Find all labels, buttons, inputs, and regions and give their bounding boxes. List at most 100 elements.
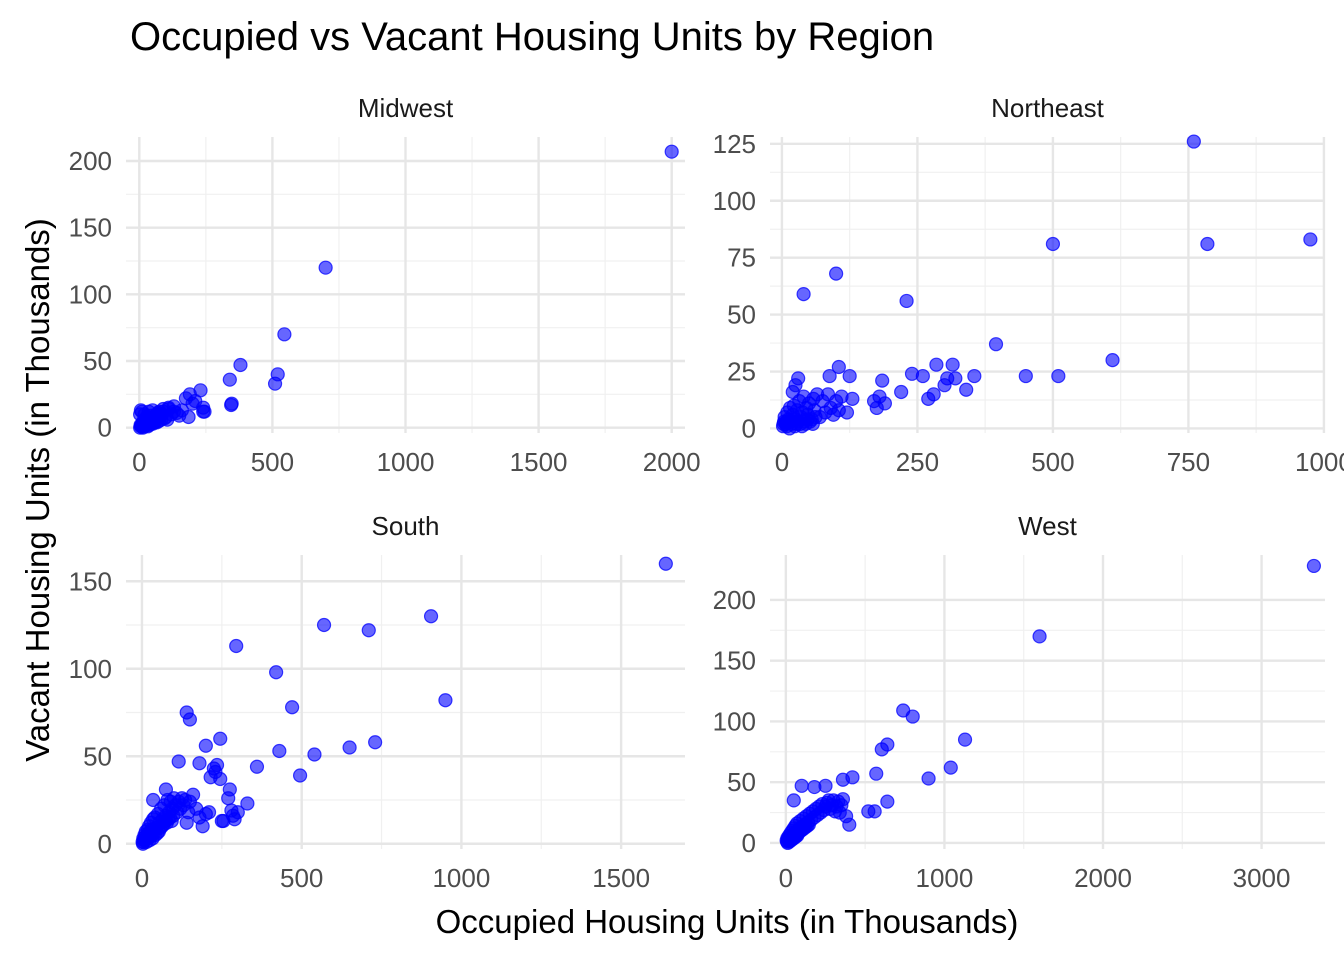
data-point — [214, 813, 229, 829]
data-point — [869, 766, 884, 781]
data-point — [224, 396, 239, 411]
y-tick-label: 150 — [69, 566, 112, 596]
facet-label: South — [372, 511, 440, 541]
data-point — [277, 327, 292, 342]
data-point — [801, 817, 816, 832]
data-point — [1186, 134, 1201, 149]
data-point — [842, 368, 857, 384]
y-tick-label: 100 — [713, 706, 756, 736]
facet-label: Midwest — [358, 93, 454, 123]
data-point — [209, 757, 225, 773]
data-point — [1306, 558, 1322, 574]
x-tick-label: 1000 — [916, 863, 974, 893]
data-point — [198, 738, 213, 753]
y-tick-label: 0 — [98, 829, 112, 859]
data-point — [880, 794, 895, 809]
data-point — [166, 808, 181, 823]
y-tick-label: 50 — [727, 300, 756, 330]
y-tick-label: 50 — [83, 741, 112, 771]
data-point — [943, 760, 958, 775]
data-point — [845, 391, 860, 406]
data-point — [845, 770, 860, 785]
data-point — [796, 287, 811, 302]
data-point — [786, 793, 801, 808]
x-tick-label: 500 — [251, 447, 294, 477]
y-tick-label: 150 — [713, 646, 756, 676]
data-point — [182, 712, 197, 727]
data-point — [171, 754, 186, 769]
data-point — [213, 731, 228, 746]
x-tick-label: 1000 — [377, 447, 435, 477]
facet-label: Northeast — [991, 93, 1104, 123]
data-point — [423, 609, 439, 624]
x-tick-label: 500 — [280, 863, 323, 893]
data-point — [831, 359, 846, 375]
panel-west: West 0 1000 2000 3000 0 50 100 150 200 — [713, 511, 1325, 893]
data-point — [929, 357, 944, 372]
data-points — [779, 558, 1322, 851]
data-point — [316, 617, 332, 633]
data-points — [135, 556, 673, 851]
data-point — [1018, 368, 1033, 384]
data-point — [249, 759, 265, 774]
panel-northeast: Northeast 0 250 500 750 1000 0 25 50 75 100 125 — [713, 93, 1344, 477]
data-point — [867, 804, 882, 819]
data-point — [292, 768, 308, 783]
x-tick-label: 1500 — [510, 447, 568, 477]
x-tick-label: 2000 — [643, 447, 701, 477]
data-point — [807, 779, 822, 795]
data-point — [285, 700, 300, 715]
data-point — [213, 771, 228, 787]
y-tick-label: 0 — [742, 413, 756, 443]
x-tick-label: 250 — [896, 447, 939, 477]
y-axis-title: Vacant Housing Units (in Thousands) — [19, 218, 56, 762]
data-point — [877, 396, 893, 411]
y-tick-label: 0 — [742, 828, 756, 858]
x-tick-label: 500 — [1031, 447, 1074, 477]
data-point — [188, 393, 203, 409]
data-point — [945, 357, 960, 372]
data-point — [658, 556, 673, 571]
x-tick-label: 1500 — [592, 863, 650, 893]
data-point — [822, 368, 837, 384]
data-point — [181, 409, 196, 425]
data-point — [899, 293, 914, 309]
gridlines — [770, 137, 1326, 433]
data-point — [195, 819, 210, 834]
y-tick-label: 25 — [727, 357, 756, 387]
data-point — [926, 387, 941, 402]
x-tick-label: 2000 — [1074, 863, 1132, 893]
data-point — [229, 638, 244, 654]
data-point — [957, 732, 973, 747]
data-point — [880, 737, 895, 752]
y-tick-label: 200 — [713, 585, 756, 615]
data-point — [1032, 629, 1047, 644]
data-point — [146, 792, 161, 808]
x-tick-label: 1000 — [432, 863, 490, 893]
data-point — [230, 805, 245, 820]
y-tick-label: 50 — [83, 346, 112, 376]
data-point — [894, 384, 909, 400]
gridlines — [126, 137, 685, 433]
panel-south: South 0 500 1000 1500 0 50 100 150 — [69, 511, 685, 893]
data-point — [222, 782, 237, 797]
data-point — [839, 405, 855, 420]
data-point — [967, 368, 982, 384]
data-point — [948, 371, 963, 386]
data-point — [192, 756, 207, 771]
x-tick-label: 3000 — [1233, 863, 1291, 893]
data-point — [166, 399, 182, 414]
y-tick-label: 75 — [727, 243, 756, 273]
y-tick-label: 0 — [98, 413, 112, 443]
data-point — [1303, 232, 1318, 247]
gridlines — [770, 555, 1325, 849]
data-point — [959, 382, 974, 397]
x-tick-label: 750 — [1167, 447, 1210, 477]
data-point — [272, 743, 287, 759]
data-point — [201, 805, 217, 820]
data-point — [318, 260, 333, 275]
data-point — [307, 747, 322, 762]
data-point — [808, 409, 823, 425]
data-point — [1045, 236, 1061, 252]
